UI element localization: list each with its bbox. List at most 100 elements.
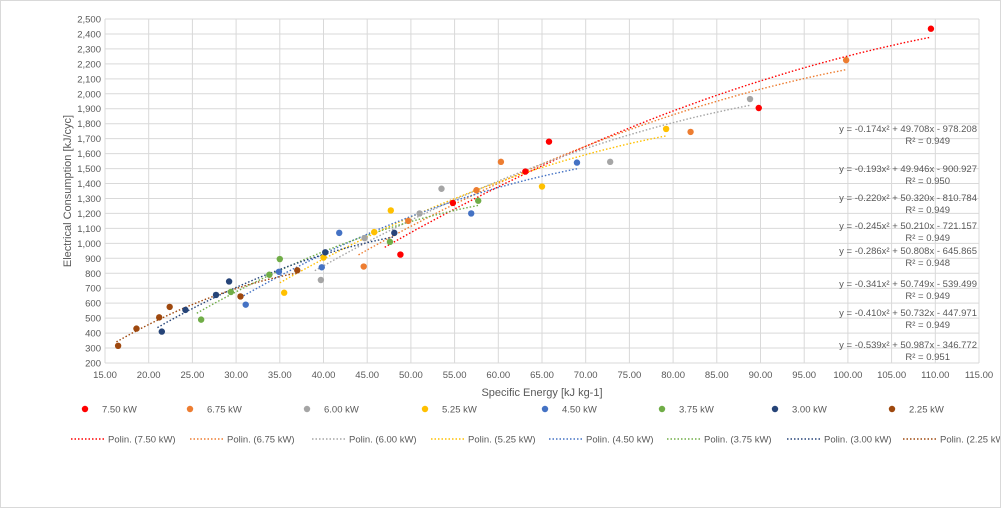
- x-tick-label: 20.00: [137, 370, 161, 381]
- data-point-series-4: [336, 229, 343, 237]
- legend-label: 7.50 kW: [102, 405, 137, 416]
- trendline-equation: y = -0.410x² + 50.732x - 447.971: [839, 308, 977, 319]
- trendline-equation: y = -0.286x² + 50.808x - 645.865: [839, 246, 977, 257]
- x-tick-label: 55.00: [443, 370, 467, 381]
- data-point-series-1: [405, 217, 412, 225]
- data-point-series-5: [266, 271, 273, 278]
- trendline-equation: y = -0.341x² + 50.749x - 539.499: [839, 279, 977, 290]
- y-tick-label: 1,900: [77, 104, 101, 115]
- data-point-series-2: [606, 158, 614, 166]
- legend-item-6: 3.00 kW: [771, 405, 827, 416]
- trendline-equation: y = -0.174x² + 49.708x - 978.208: [839, 124, 977, 135]
- legend-marker: [658, 405, 666, 413]
- data-point-series-1: [473, 187, 480, 194]
- legend-marker: [771, 405, 779, 413]
- x-tick-label: 110.00: [921, 370, 949, 381]
- legend-trend-item-0: Polin. (7.50 kW): [71, 435, 176, 446]
- legend-label: 4.50 kW: [562, 405, 597, 416]
- y-tick-label: 600: [85, 299, 101, 310]
- data-point-series-1: [497, 158, 505, 166]
- data-point-series-3: [320, 254, 327, 261]
- y-tick-label: 1,600: [77, 149, 101, 160]
- y-tick-label: 2,200: [77, 59, 101, 70]
- y-tick-label: 2,500: [77, 15, 101, 26]
- x-tick-label: 80.00: [661, 370, 685, 381]
- legend-marker: [421, 405, 429, 413]
- x-tick-label: 90.00: [749, 370, 773, 381]
- y-tick-label: 1,500: [77, 164, 101, 175]
- legend-label: 3.00 kW: [792, 405, 827, 416]
- data-point-series-0: [449, 199, 457, 207]
- legend-trend-label: Polin. (3.75 kW): [704, 435, 772, 446]
- trendline-series-4: [240, 168, 578, 299]
- legend-trend-label: Polin. (6.75 kW): [227, 435, 295, 446]
- data-point-series-6: [225, 278, 233, 285]
- legend-item-5: 3.75 kW: [658, 405, 714, 416]
- trendline-equation: y = -0.220x² + 50.320x - 810.784: [839, 193, 977, 204]
- legend-item-0: 7.50 kW: [81, 405, 137, 416]
- data-point-series-7: [237, 293, 244, 300]
- y-tick-label: 700: [85, 284, 101, 295]
- x-tick-label: 35.00: [268, 370, 292, 381]
- legend-label: 6.75 kW: [207, 405, 242, 416]
- data-point-series-4: [275, 268, 283, 275]
- trendline-series-0: [384, 36, 932, 248]
- trendline-series-6: [157, 236, 395, 329]
- data-point-series-5: [474, 197, 482, 204]
- y-axis-title: Electrical Consumption [kJ/cyc]: [62, 115, 74, 267]
- legend-item-1: 6.75 kW: [186, 405, 242, 416]
- y-tick-label: 200: [85, 359, 101, 370]
- legend-item-2: 6.00 kW: [303, 405, 359, 416]
- data-point-series-5: [276, 255, 283, 263]
- trendline-r2: R² = 0.948: [905, 258, 950, 269]
- y-tick-label: 2,000: [77, 89, 101, 100]
- data-point-series-3: [538, 183, 546, 190]
- x-tick-label: 115.00: [965, 370, 993, 381]
- y-tick-label: 1,400: [77, 179, 101, 190]
- data-point-series-2: [361, 234, 368, 242]
- x-tick-label: 70.00: [574, 370, 598, 381]
- x-axis-title: Specific Energy [kJ kg-1]: [481, 387, 602, 399]
- legend-marker: [186, 405, 194, 413]
- y-tick-label: 1,000: [77, 239, 101, 250]
- data-point-series-2: [317, 276, 325, 284]
- y-tick-label: 2,100: [77, 74, 101, 85]
- legend-trend-label: Polin. (2.25 kW): [940, 435, 1000, 446]
- data-point-series-5: [386, 238, 394, 246]
- legend-label: 6.00 kW: [324, 405, 359, 416]
- trendline-equation: y = -0.539x² + 50.987x - 346.772: [839, 340, 977, 351]
- x-tick-label: 40.00: [312, 370, 336, 381]
- trendline-series-3: [279, 135, 667, 284]
- legend-trend-label: Polin. (7.50 kW): [108, 435, 176, 446]
- legend-marker: [888, 405, 896, 413]
- data-point-series-1: [687, 128, 694, 136]
- legend-trend-label: Polin. (4.50 kW): [586, 435, 654, 446]
- legend-marker: [81, 405, 89, 413]
- legend-item-4: 4.50 kW: [541, 405, 597, 416]
- y-tick-label: 1,100: [77, 224, 101, 235]
- trendline-r2: R² = 0.949: [905, 320, 950, 331]
- y-tick-label: 1,700: [77, 134, 101, 145]
- x-tick-label: 75.00: [618, 370, 642, 381]
- data-point-series-2: [416, 210, 423, 217]
- trendline-equation: y = -0.193x² + 49.946x - 900.927: [839, 164, 977, 175]
- data-point-series-4: [468, 210, 475, 217]
- y-tick-label: 2,300: [77, 44, 101, 55]
- legend-label: 5.25 kW: [442, 405, 477, 416]
- legend-marker: [541, 405, 549, 413]
- x-tick-label: 60.00: [486, 370, 510, 381]
- data-point-series-7: [166, 303, 173, 311]
- data-point-series-6: [212, 291, 220, 299]
- data-point-series-4: [318, 264, 325, 271]
- trendline-series-1: [358, 68, 847, 256]
- x-tick-label: 45.00: [355, 370, 379, 381]
- legend-trend-label: Polin. (5.25 kW): [468, 435, 536, 446]
- trendline-equation: y = -0.245x² + 50.210x - 721.157: [839, 221, 977, 232]
- data-point-series-0: [755, 104, 762, 112]
- x-tick-label: 95.00: [792, 370, 816, 381]
- x-tick-label: 30.00: [224, 370, 248, 381]
- data-point-series-5: [197, 316, 205, 323]
- y-tick-label: 300: [85, 344, 101, 355]
- data-point-series-0: [927, 25, 935, 32]
- legend-trend-item-1: Polin. (6.75 kW): [190, 435, 295, 446]
